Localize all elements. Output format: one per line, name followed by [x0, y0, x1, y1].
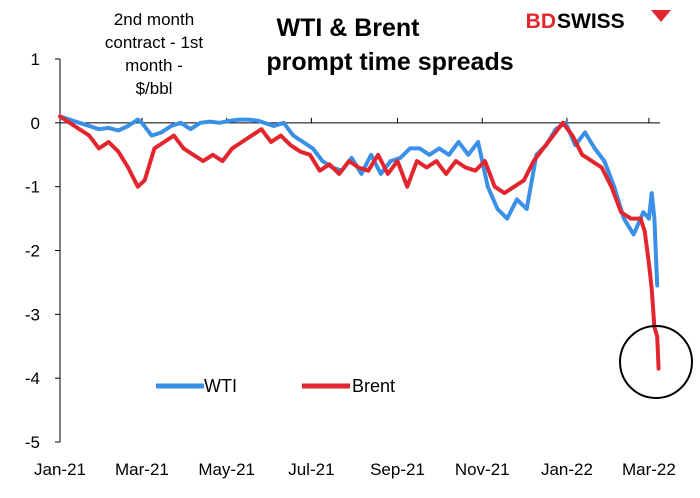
x-tick-label: May-21	[198, 460, 255, 479]
legend-wti-label: WTI	[204, 376, 237, 396]
y-tick-label: -2	[25, 242, 40, 261]
y-tick-label: -5	[25, 433, 40, 452]
legend-brent-label: Brent	[352, 376, 395, 396]
logo-swiss-text: SWISS	[557, 10, 625, 33]
chart-title-line2: prompt time spreads	[266, 48, 513, 76]
y-tick-label: 1	[31, 50, 40, 69]
logo-bd-text: BD	[526, 10, 556, 33]
x-tick-label: Mar-21	[115, 460, 169, 479]
x-tick-label: Mar-22	[622, 460, 676, 479]
axes: 1 0 -1 -2 -3 -4 -5 Jan-21 Mar-21 May-21 Jul-21 Sep-…	[25, 50, 676, 479]
series-line-brent	[58, 114, 661, 371]
chart-title-line1: WTI & Brent	[276, 14, 420, 42]
x-tick-label: Nov-21	[455, 460, 510, 479]
ylabel-line-3: month -	[125, 56, 183, 75]
logo-triangle-icon	[651, 10, 671, 22]
y-tick-label: -3	[25, 305, 40, 324]
series-lines	[58, 114, 661, 371]
legend: WTI Brent	[156, 376, 395, 396]
y-tick-label: 0	[31, 114, 40, 133]
x-tick-label: Jan-22	[541, 460, 593, 479]
x-tick-label: Sep-21	[370, 460, 425, 479]
x-tick-label: Jul-21	[288, 460, 334, 479]
series-line-wti	[58, 114, 660, 288]
bdswiss-logo: BD SWISS	[526, 10, 671, 33]
ylabel-line-2: contract - 1st	[105, 33, 204, 52]
highlight-circle	[619, 325, 693, 399]
ylabel-line-4: $/bbl	[136, 79, 173, 98]
y-tick-label: -1	[25, 178, 40, 197]
ylabel-line-1: 2nd month	[114, 10, 194, 29]
y-tick-label: -4	[25, 369, 40, 388]
x-tick-label: Jan-21	[34, 460, 86, 479]
